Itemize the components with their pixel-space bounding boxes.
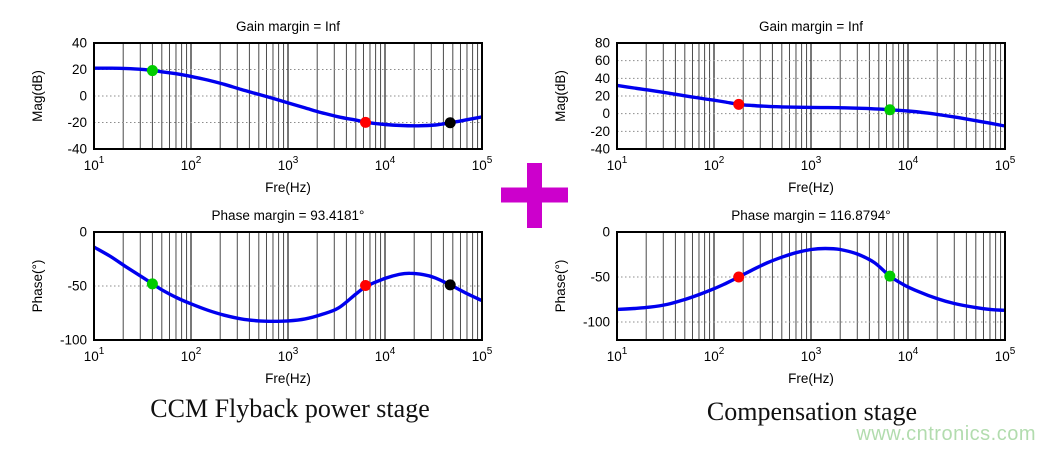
x-tick-label: 105 [472, 155, 493, 173]
chart-title: Phase margin = 116.8794° [731, 208, 890, 223]
data-marker [444, 117, 456, 129]
y-axis-label: Phase(°) [30, 260, 45, 313]
x-axis-label: Fre(Hz) [788, 371, 834, 386]
x-tick-label: 103 [801, 346, 822, 364]
bode-curve [617, 83, 1005, 128]
x-tick-label: 105 [472, 346, 493, 364]
x-tick-label: 102 [181, 346, 202, 364]
y-tick-label: 0 [602, 225, 610, 240]
x-tick-label: 104 [375, 155, 396, 173]
compensation-phase-chart: Phase margin = 116.8794° 0 -50 -100 101 102 10… [553, 208, 1016, 386]
plus-operator-shape [501, 163, 568, 228]
x-tick-label: 104 [375, 346, 396, 364]
y-tick-label: 20 [72, 62, 87, 77]
x-tick-label: 101 [84, 346, 105, 364]
axes-box [93, 231, 483, 341]
y-tick-label: 20 [595, 89, 610, 104]
x-tick-label: 103 [801, 155, 822, 173]
y-tick-label: -100 [60, 333, 87, 348]
y-axis-label: Mag(dB) [553, 70, 568, 122]
data-marker [146, 278, 158, 290]
x-tick-label: 101 [84, 155, 105, 173]
x-tick-label: 101 [607, 346, 628, 364]
data-marker [146, 65, 158, 77]
y-tick-label: -40 [590, 142, 610, 157]
chart-title: Phase margin = 93.4181° [212, 208, 365, 223]
y-tick-label: 0 [602, 106, 610, 121]
y-tick-label: -20 [67, 115, 87, 130]
y-tick-label: 80 [595, 36, 610, 51]
y-tick-label: -50 [67, 279, 87, 294]
chart-title: Gain margin = Inf [236, 19, 340, 34]
y-tick-label: 0 [79, 89, 87, 104]
y-axis-label: Phase(°) [553, 260, 568, 313]
x-tick-label: 104 [898, 346, 919, 364]
y-tick-label: 40 [595, 71, 610, 86]
y-axis-label: Mag(dB) [30, 70, 45, 122]
y-tick-label: -40 [67, 142, 87, 157]
axes-box [93, 42, 483, 150]
compensation-stage-caption: Compensation stage [706, 397, 918, 426]
data-marker [733, 98, 745, 110]
power-stage-caption: CCM Flyback power stage [150, 394, 430, 423]
bode-curve [617, 246, 1005, 312]
y-tick-label: -50 [590, 270, 610, 285]
x-tick-label: 105 [995, 346, 1016, 364]
y-tick-label: 40 [72, 36, 87, 51]
x-tick-label: 103 [278, 155, 299, 173]
data-marker [733, 271, 745, 283]
axes-box [616, 42, 1006, 150]
x-axis-label: Fre(Hz) [265, 371, 311, 386]
x-tick-label: 101 [607, 155, 628, 173]
x-tick-label: 102 [704, 155, 725, 173]
plus-operator-icon [501, 163, 568, 228]
data-marker [884, 104, 896, 116]
watermark-text: www.cntronics.com [856, 423, 1036, 445]
x-axis-label: Fre(Hz) [788, 180, 834, 195]
y-tick-label: 0 [79, 225, 87, 240]
x-tick-label: 102 [704, 346, 725, 364]
x-tick-label: 104 [898, 155, 919, 173]
data-marker [884, 270, 896, 282]
x-tick-label: 105 [995, 155, 1016, 173]
x-tick-label: 102 [181, 155, 202, 173]
y-tick-label: -100 [583, 315, 610, 330]
data-marker [444, 279, 456, 291]
y-tick-label: 60 [595, 53, 610, 68]
data-marker [360, 279, 372, 291]
y-tick-label: -20 [590, 124, 610, 139]
x-axis-label: Fre(Hz) [265, 180, 311, 195]
chart-title: Gain margin = Inf [759, 19, 863, 34]
axes-box [616, 231, 1006, 341]
x-tick-label: 103 [278, 346, 299, 364]
data-marker [360, 116, 372, 128]
